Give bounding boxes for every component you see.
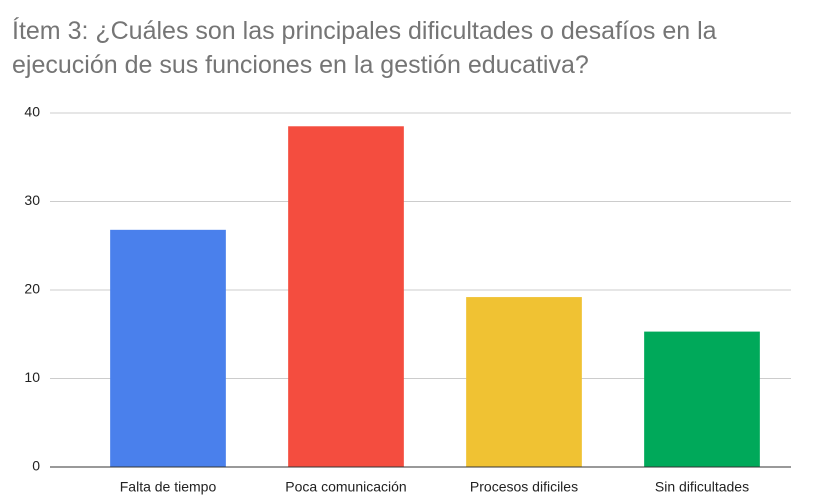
y-tick-label: 20	[24, 281, 40, 297]
bar	[288, 126, 404, 468]
x-tick-label: Poca comunicación	[285, 479, 406, 495]
x-tick-label: Falta de tiempo	[120, 479, 217, 495]
bar	[644, 331, 760, 467]
y-tick-label: 40	[24, 104, 40, 120]
bar	[110, 229, 226, 467]
y-tick-label: 30	[24, 192, 40, 208]
chart-title: Ítem 3: ¿Cuáles son las principales difi…	[12, 17, 717, 79]
x-tick-label: Procesos dificiles	[470, 479, 578, 495]
y-tick-label: 0	[32, 458, 40, 474]
x-tick-label: Sin dificultades	[655, 479, 749, 495]
y-tick-label: 10	[24, 369, 40, 385]
bar	[466, 297, 582, 467]
